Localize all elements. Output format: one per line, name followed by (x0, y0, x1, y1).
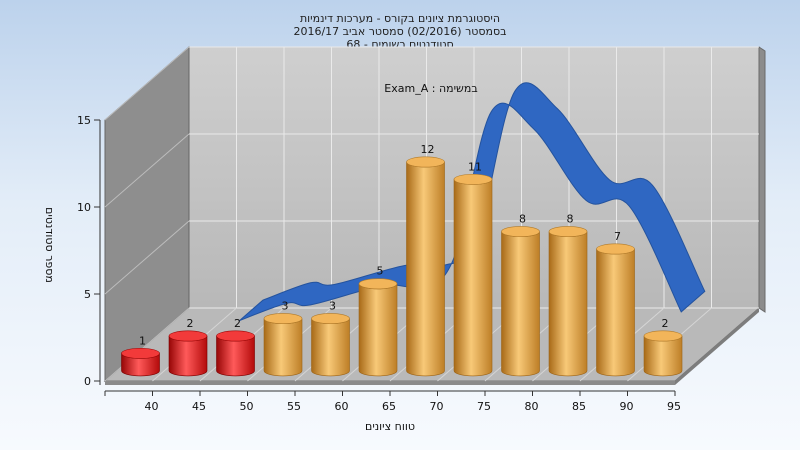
chart-subtitle: Exam_A : במשימה (384, 82, 477, 95)
bar-top (168, 330, 208, 342)
bar-85: 8 (548, 212, 588, 377)
x-tick-label: 80 (525, 400, 539, 413)
x-tick-label: 40 (145, 400, 159, 413)
x-tick-label: 95 (667, 400, 681, 413)
bar-top (311, 313, 350, 325)
data-label: 7 (614, 230, 621, 243)
bar-body (643, 335, 683, 377)
bar-45: 2 (168, 317, 208, 377)
back-wall-edge (758, 46, 766, 313)
bar-top (216, 330, 255, 342)
bar-body (406, 161, 445, 377)
data-label: 3 (282, 299, 289, 312)
x-tick-label: 50 (240, 400, 254, 413)
y-tick-label: 5 (84, 288, 91, 301)
bar-top (501, 226, 540, 238)
bar-top (453, 173, 493, 185)
x-tick-label: 60 (335, 400, 349, 413)
x-tick-label: 90 (620, 400, 634, 413)
data-label: 12 (421, 143, 435, 156)
bar-body (501, 231, 540, 377)
gridline-side (104, 46, 190, 121)
data-label: 2 (234, 317, 241, 330)
floor-front-edge (105, 381, 675, 385)
y-tick-label: 10 (77, 201, 91, 214)
data-label: 8 (567, 212, 574, 225)
bar-80: 8 (501, 212, 540, 377)
bar-90: 7 (596, 230, 635, 377)
data-label: 11 (468, 160, 482, 173)
data-label: 2 (662, 317, 669, 330)
data-label: 5 (377, 265, 384, 278)
y-tick-label: 0 (84, 375, 91, 388)
gridline-side (104, 220, 190, 295)
bar-body (263, 318, 303, 377)
floor-side-edge (675, 308, 759, 385)
bar-top (406, 156, 445, 168)
bar-body (596, 248, 635, 377)
bar-70: 12 (406, 143, 445, 377)
bar-top (358, 278, 398, 290)
bar-body (453, 179, 493, 377)
bar-75: 11 (453, 160, 493, 377)
bar-top (596, 243, 635, 255)
bar-body (168, 335, 208, 377)
gridline-side (104, 307, 190, 382)
bar-top (643, 330, 683, 342)
gridline-side (104, 133, 190, 208)
bar-top (121, 347, 160, 359)
x-axis-title: טווח ציונים (365, 420, 415, 433)
chart-title-line-2: בסמסטר (02/2016) סמסטר אביב 2016/17 (293, 25, 507, 38)
x-tick-label: 85 (572, 400, 586, 413)
bar-body (311, 318, 350, 377)
x-tick-label: 45 (192, 400, 206, 413)
x-tick-label: 65 (382, 400, 396, 413)
x-tick-label: 70 (430, 400, 444, 413)
y-axis-title: מספר סטודנטים (43, 207, 56, 283)
y-tick-label: 15 (77, 114, 91, 127)
chart-title-line-1: היסטוגרמת ציונים בקורס - מערכות דינמיות (299, 12, 501, 25)
bar-40: 1 (121, 334, 160, 377)
x-tick-label: 75 (477, 400, 491, 413)
bar-60: 3 (311, 299, 350, 377)
bar-95: 2 (643, 317, 683, 377)
data-label: 8 (519, 212, 526, 225)
x-tick-label: 55 (287, 400, 301, 413)
bar-body (358, 283, 398, 377)
data-label: 1 (139, 334, 146, 347)
data-label: 3 (329, 299, 336, 312)
bar-65: 5 (358, 265, 398, 377)
bar-body (548, 231, 588, 377)
bar-top (548, 226, 588, 238)
bar-50: 2 (216, 317, 255, 377)
bar-top (263, 313, 303, 325)
bar-55: 3 (263, 299, 303, 377)
bar-body (216, 335, 255, 377)
data-label: 2 (187, 317, 194, 330)
